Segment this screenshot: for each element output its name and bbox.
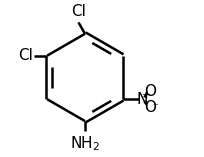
Text: O: O [143,84,155,99]
Text: N: N [136,92,147,107]
Text: Cl: Cl [18,48,33,63]
Text: ⁻: ⁻ [151,102,157,112]
Text: O: O [143,100,155,115]
Text: +: + [142,90,151,100]
Text: NH$_2$: NH$_2$ [70,134,100,153]
Text: Cl: Cl [71,4,85,19]
